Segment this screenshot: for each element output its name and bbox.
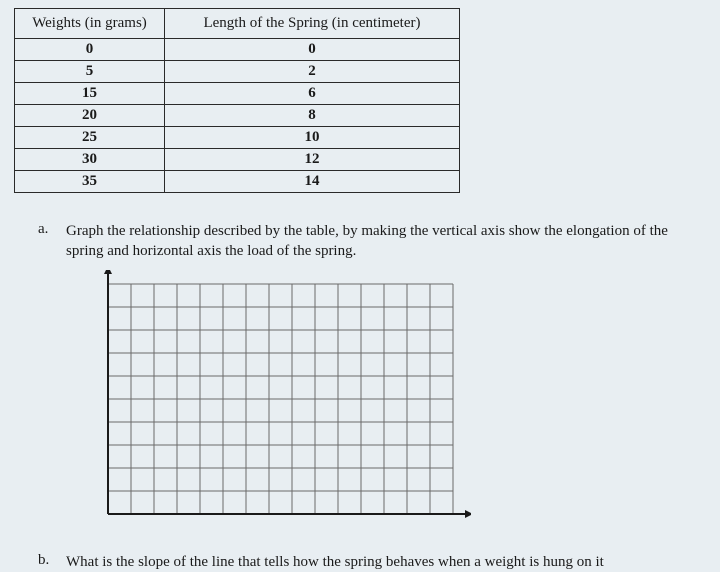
table-cell: 0 [165,39,460,61]
table-cell: 12 [165,149,460,171]
table-cell: 15 [15,83,165,105]
question-a-text: Graph the relationship described by the … [66,221,706,262]
question-a-marker: a. [38,221,54,262]
graph-grid [104,270,471,518]
table-cell: 35 [15,171,165,193]
table-cell: 8 [165,105,460,127]
table-row: 3012 [15,149,460,171]
col-header-length: Length of the Spring (in centimeter) [165,9,460,39]
table-row: 208 [15,105,460,127]
table-header-row: Weights (in grams) Length of the Spring … [15,9,460,39]
table-cell: 10 [165,127,460,149]
table-cell: 2 [165,61,460,83]
table-row: 156 [15,83,460,105]
table-cell: 0 [15,39,165,61]
col-header-weight: Weights (in grams) [15,9,165,39]
table-cell: 6 [165,83,460,105]
question-b-text: What is the slope of the line that tells… [66,552,604,572]
question-b-marker: b. [38,552,54,572]
table-row: 2510 [15,127,460,149]
table-cell: 30 [15,149,165,171]
question-a: a. Graph the relationship described by t… [14,221,706,262]
table-row: 00 [15,39,460,61]
question-b: b. What is the slope of the line that te… [14,552,706,572]
table-cell: 14 [165,171,460,193]
table-row: 52 [15,61,460,83]
table-cell: 20 [15,105,165,127]
table-cell: 5 [15,61,165,83]
spring-data-table: Weights (in grams) Length of the Spring … [14,8,460,193]
table-cell: 25 [15,127,165,149]
table-row: 3514 [15,171,460,193]
graph-grid-area [14,270,706,518]
